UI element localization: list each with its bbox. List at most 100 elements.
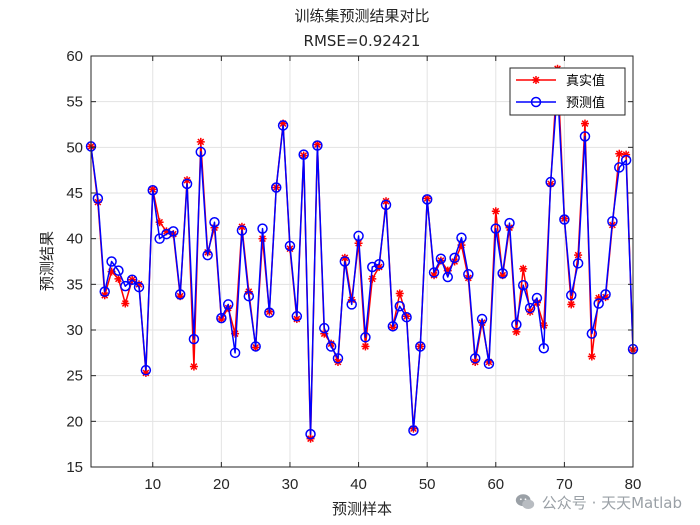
data-point	[545, 176, 556, 188]
data-point	[368, 274, 377, 283]
data-point	[380, 199, 392, 211]
data-point	[566, 290, 577, 301]
data-point	[579, 131, 591, 142]
x-tick-label: 40	[350, 476, 367, 493]
y-axis-label: 预测结果	[38, 231, 56, 291]
data-point	[511, 319, 522, 330]
data-point	[250, 341, 261, 352]
chart-title: 训练集预测结果对比	[294, 7, 429, 25]
y-tick-label: 20	[66, 413, 83, 430]
data-point	[463, 269, 474, 280]
data-point	[615, 149, 624, 158]
x-tick-label: 60	[487, 476, 504, 493]
data-point	[394, 301, 405, 312]
data-point	[388, 323, 397, 332]
x-tick-label: 10	[144, 476, 161, 493]
data-point	[133, 281, 145, 293]
x-tick-label: 30	[282, 476, 299, 493]
data-point	[600, 289, 611, 300]
data-point	[222, 299, 234, 310]
data-point	[325, 341, 337, 352]
y-tick-label: 40	[66, 231, 83, 248]
x-tick-label: 50	[419, 476, 436, 493]
data-point	[305, 428, 316, 440]
legend-marker	[532, 76, 540, 84]
data-point	[346, 299, 357, 310]
data-point	[189, 362, 198, 371]
data-point	[449, 252, 460, 264]
data-point	[202, 249, 213, 261]
data-point	[497, 268, 508, 279]
data-point	[408, 425, 419, 436]
data-point	[114, 274, 123, 283]
ticks: 10 20 30 40 50 60 70 80 15 20 25 30 35 40 45 50 55 60	[66, 48, 641, 493]
data-point	[270, 182, 282, 193]
series-predicted	[85, 81, 639, 440]
data-point	[332, 353, 344, 364]
data-point	[106, 256, 117, 267]
y-tick-label: 15	[66, 459, 83, 476]
data-point	[257, 223, 268, 234]
data-point	[361, 342, 370, 351]
data-point	[483, 358, 495, 370]
legend-item: 真实值	[516, 73, 605, 89]
series-layer	[85, 64, 639, 443]
data-point	[517, 279, 529, 291]
data-point	[181, 178, 193, 190]
data-point	[442, 271, 454, 283]
data-point	[538, 343, 550, 354]
data-point	[401, 311, 412, 323]
data-point	[593, 298, 604, 309]
data-point	[469, 353, 481, 364]
axes-box	[90, 55, 634, 468]
data-point	[236, 225, 248, 236]
data-point	[113, 265, 124, 276]
data-point	[572, 258, 584, 269]
y-tick-label: 50	[66, 139, 83, 156]
data-point	[216, 312, 227, 324]
data-point	[421, 194, 433, 205]
data-point	[140, 364, 152, 376]
data-point	[367, 261, 378, 273]
data-point	[147, 185, 158, 196]
watermark-text: 公众号 · 天天Matlab	[541, 493, 682, 512]
data-point	[360, 332, 371, 343]
data-point	[620, 154, 632, 166]
data-point	[395, 289, 404, 298]
data-point	[174, 289, 186, 300]
data-point	[243, 290, 255, 302]
data-point	[580, 119, 589, 128]
x-axis-label: 预测样本	[332, 500, 392, 518]
data-point	[161, 228, 172, 240]
data-point	[524, 302, 536, 314]
y-tick-label: 30	[66, 322, 83, 339]
data-point	[559, 214, 570, 225]
data-point	[587, 352, 596, 361]
data-point	[277, 120, 289, 131]
legend-label: 真实值	[566, 73, 605, 89]
data-point	[415, 341, 426, 352]
data-point	[428, 267, 440, 278]
data-point	[504, 217, 515, 229]
data-point	[291, 311, 303, 322]
data-point	[491, 207, 500, 216]
data-point	[387, 321, 399, 332]
data-point	[92, 193, 104, 204]
data-point	[121, 299, 130, 308]
data-point	[435, 253, 447, 265]
data-point	[476, 313, 488, 325]
data-point	[196, 137, 205, 146]
legend-label: 预测值	[566, 95, 605, 111]
y-tick-label: 45	[66, 185, 83, 202]
series-line	[90, 86, 634, 435]
data-point	[209, 216, 220, 228]
data-point	[264, 307, 275, 318]
x-tick-label: 20	[213, 476, 230, 493]
data-point	[353, 230, 364, 242]
data-point	[490, 223, 502, 234]
data-point	[120, 280, 131, 292]
data-point	[456, 232, 467, 244]
data-point	[229, 347, 241, 359]
